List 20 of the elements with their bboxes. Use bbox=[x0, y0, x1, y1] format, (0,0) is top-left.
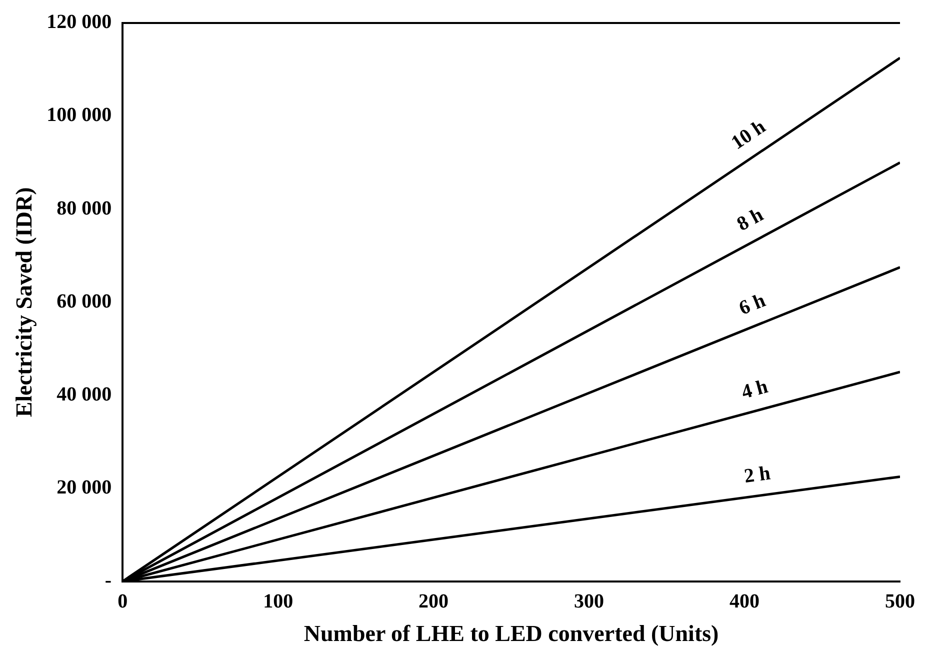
y-tick-label: 100 000 bbox=[46, 104, 112, 126]
x-tick-label: 0 bbox=[118, 590, 128, 613]
y-tick-label: - bbox=[104, 570, 112, 592]
x-tick-label: 200 bbox=[418, 590, 449, 613]
text: 10 h bbox=[727, 116, 770, 154]
y-tick-label: 60 000 bbox=[56, 290, 112, 312]
y-tick-label: 40 000 bbox=[56, 383, 112, 406]
x-axis-title: Number of LHE to LED converted (Units) bbox=[304, 621, 719, 646]
x-tick-label: 500 bbox=[885, 590, 915, 613]
text: 6 h bbox=[736, 289, 768, 320]
x-tick-label: 400 bbox=[730, 590, 760, 613]
y-tick-label: 20 000 bbox=[56, 476, 112, 499]
x-tick-label: 100 bbox=[263, 590, 294, 613]
text: 2 h bbox=[742, 462, 772, 488]
y-tick-label: 120 000 bbox=[46, 11, 112, 34]
x-tick-label: 300 bbox=[574, 590, 604, 613]
y-tick-label: 80 000 bbox=[56, 197, 112, 220]
y-axis-title: Electricity Saved (IDR) bbox=[12, 187, 37, 418]
text: 8 h bbox=[733, 204, 767, 236]
text: 4 h bbox=[739, 376, 770, 404]
